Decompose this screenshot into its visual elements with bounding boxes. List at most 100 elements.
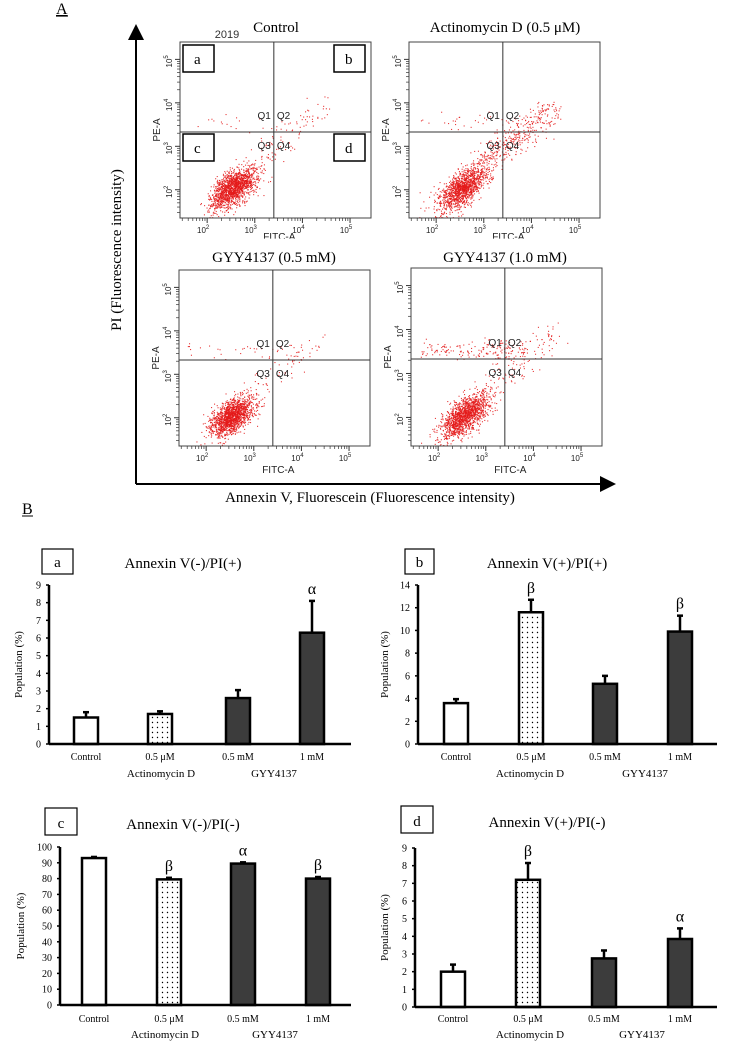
event-dot [526, 123, 528, 125]
event-dot [220, 198, 222, 200]
event-dot [219, 415, 221, 417]
event-dot [242, 196, 244, 198]
event-dot [217, 196, 219, 198]
event-dot [225, 411, 227, 413]
event-dot [221, 189, 223, 191]
event-dot [230, 174, 232, 176]
event-dot [468, 180, 470, 182]
event-dot [464, 195, 466, 197]
event-dot [478, 170, 480, 172]
event-dot [255, 185, 257, 187]
event-dot [231, 178, 233, 180]
event-dot [219, 433, 221, 435]
event-dot [458, 116, 460, 118]
event-dot [457, 209, 459, 211]
event-dot [457, 194, 459, 196]
y-axis-label: PE-A [152, 118, 163, 142]
event-dot [507, 132, 509, 134]
event-dot [237, 413, 239, 415]
event-dot [237, 173, 239, 175]
event-dot [237, 412, 239, 414]
event-dot [228, 183, 230, 185]
tick-exponent: 2 [206, 225, 210, 231]
event-dot [224, 184, 226, 186]
event-dot [457, 179, 459, 181]
event-dot [251, 412, 253, 414]
event-dot [247, 184, 249, 186]
event-dot [469, 181, 471, 183]
event-dot [443, 194, 445, 196]
event-dot [454, 191, 456, 193]
event-dot [226, 409, 228, 411]
event-dot [236, 175, 238, 177]
event-dot [225, 177, 227, 179]
event-dot [238, 174, 240, 176]
event-dot [473, 179, 475, 181]
event-dot [436, 202, 438, 204]
event-dot [478, 180, 480, 182]
event-dot [312, 121, 314, 123]
event-dot [529, 133, 531, 135]
event-dot [225, 423, 227, 425]
event-dot [207, 427, 209, 429]
event-dot [470, 176, 472, 178]
event-dot [204, 205, 206, 207]
event-dot [230, 422, 232, 424]
event-dot [249, 409, 251, 411]
event-dot [231, 181, 233, 183]
event-dot [233, 399, 235, 401]
event-dot [467, 172, 469, 174]
event-dot [250, 180, 252, 182]
event-dot [221, 405, 223, 407]
event-dot [209, 196, 211, 198]
event-dot [459, 199, 461, 201]
event-dot [246, 191, 248, 193]
event-dot [239, 182, 241, 184]
event-dot [464, 174, 466, 176]
event-dot [214, 199, 216, 201]
event-dot [231, 412, 233, 414]
event-dot [251, 396, 253, 398]
event-dot [457, 129, 459, 131]
event-dot [239, 408, 241, 410]
event-dot [442, 214, 444, 216]
event-dot [234, 174, 236, 176]
event-dot [221, 423, 223, 425]
event-dot [220, 428, 222, 430]
event-dot [482, 167, 484, 169]
event-dot [241, 417, 243, 419]
event-dot [466, 192, 468, 194]
event-dot [326, 114, 328, 116]
event-dot [465, 181, 467, 183]
event-dot [270, 181, 272, 183]
event-dot [230, 126, 232, 128]
tick-exponent: 5 [578, 225, 582, 231]
event-dot [468, 182, 470, 184]
event-dot [211, 442, 213, 444]
event-dot [250, 185, 252, 187]
event-dot [223, 188, 225, 190]
event-dot [222, 175, 224, 177]
event-dot [234, 429, 236, 431]
event-dot [545, 137, 547, 139]
event-dot [271, 176, 273, 178]
event-dot [226, 177, 228, 179]
event-dot [481, 153, 483, 155]
event-dot [232, 416, 234, 418]
event-dot [225, 199, 227, 201]
event-dot [457, 185, 459, 187]
event-dot [228, 190, 230, 192]
event-dot [491, 177, 493, 179]
event-dot [215, 178, 217, 180]
event-dot [225, 416, 227, 418]
event-dot [481, 179, 483, 181]
event-dot [444, 211, 446, 213]
event-dot [478, 199, 480, 201]
event-dot [224, 429, 226, 431]
event-dot [224, 207, 226, 209]
event-dot [229, 417, 231, 419]
event-dot [251, 175, 253, 177]
event-dot [215, 195, 217, 197]
event-dot [465, 180, 467, 182]
event-dot [233, 185, 235, 187]
